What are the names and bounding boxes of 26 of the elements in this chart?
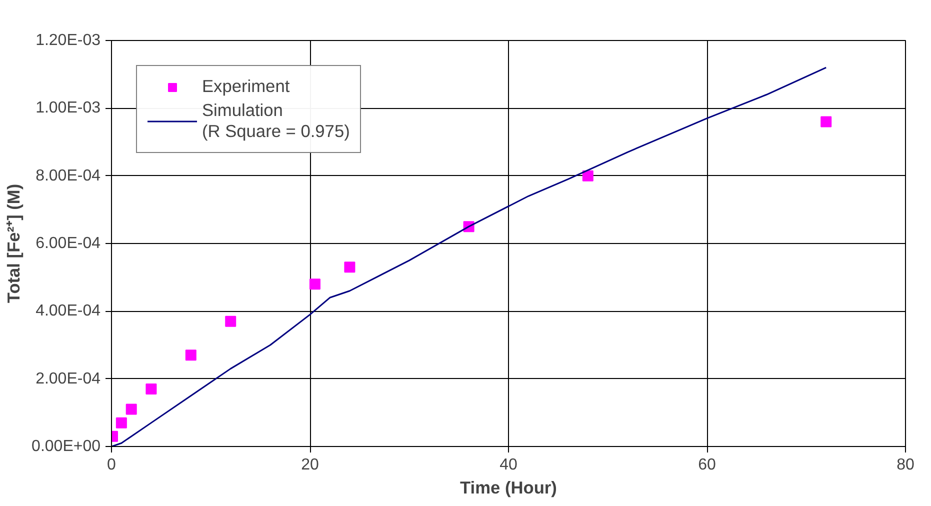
point xyxy=(146,383,157,394)
x-axis-title: Time (Hour) xyxy=(460,478,557,498)
y-tick-label: 2.00E-04 xyxy=(36,370,101,388)
x-tick-label: 80 xyxy=(896,456,914,474)
x-tick-label: 0 xyxy=(107,456,116,474)
y-tick-label: 0.00E+00 xyxy=(32,438,101,455)
y-tick-label: 8.00E-04 xyxy=(36,167,101,184)
point xyxy=(225,316,236,327)
y-tick-label: 1.00E-03 xyxy=(36,100,101,117)
legend-label: Simulation (R Square = 0.975) xyxy=(202,100,350,142)
point xyxy=(820,116,832,128)
y-axis-title: Total [Fe²⁺] (M) xyxy=(4,184,24,304)
point xyxy=(582,170,594,182)
y-tick-label: 4.00E-04 xyxy=(36,302,101,320)
y-tick-label: 6.00E-04 xyxy=(36,235,101,252)
point xyxy=(126,404,137,415)
x-tick-label: 20 xyxy=(301,456,319,474)
line-series xyxy=(112,66,827,446)
point xyxy=(344,262,356,273)
x-tick-label: 40 xyxy=(500,456,518,474)
y-tick-label: 1.20E-03 xyxy=(36,32,101,49)
x-tick-label: 60 xyxy=(698,456,716,474)
point xyxy=(116,417,127,428)
point xyxy=(185,350,196,361)
legend-label: Experiment xyxy=(202,76,290,97)
point xyxy=(309,278,320,290)
